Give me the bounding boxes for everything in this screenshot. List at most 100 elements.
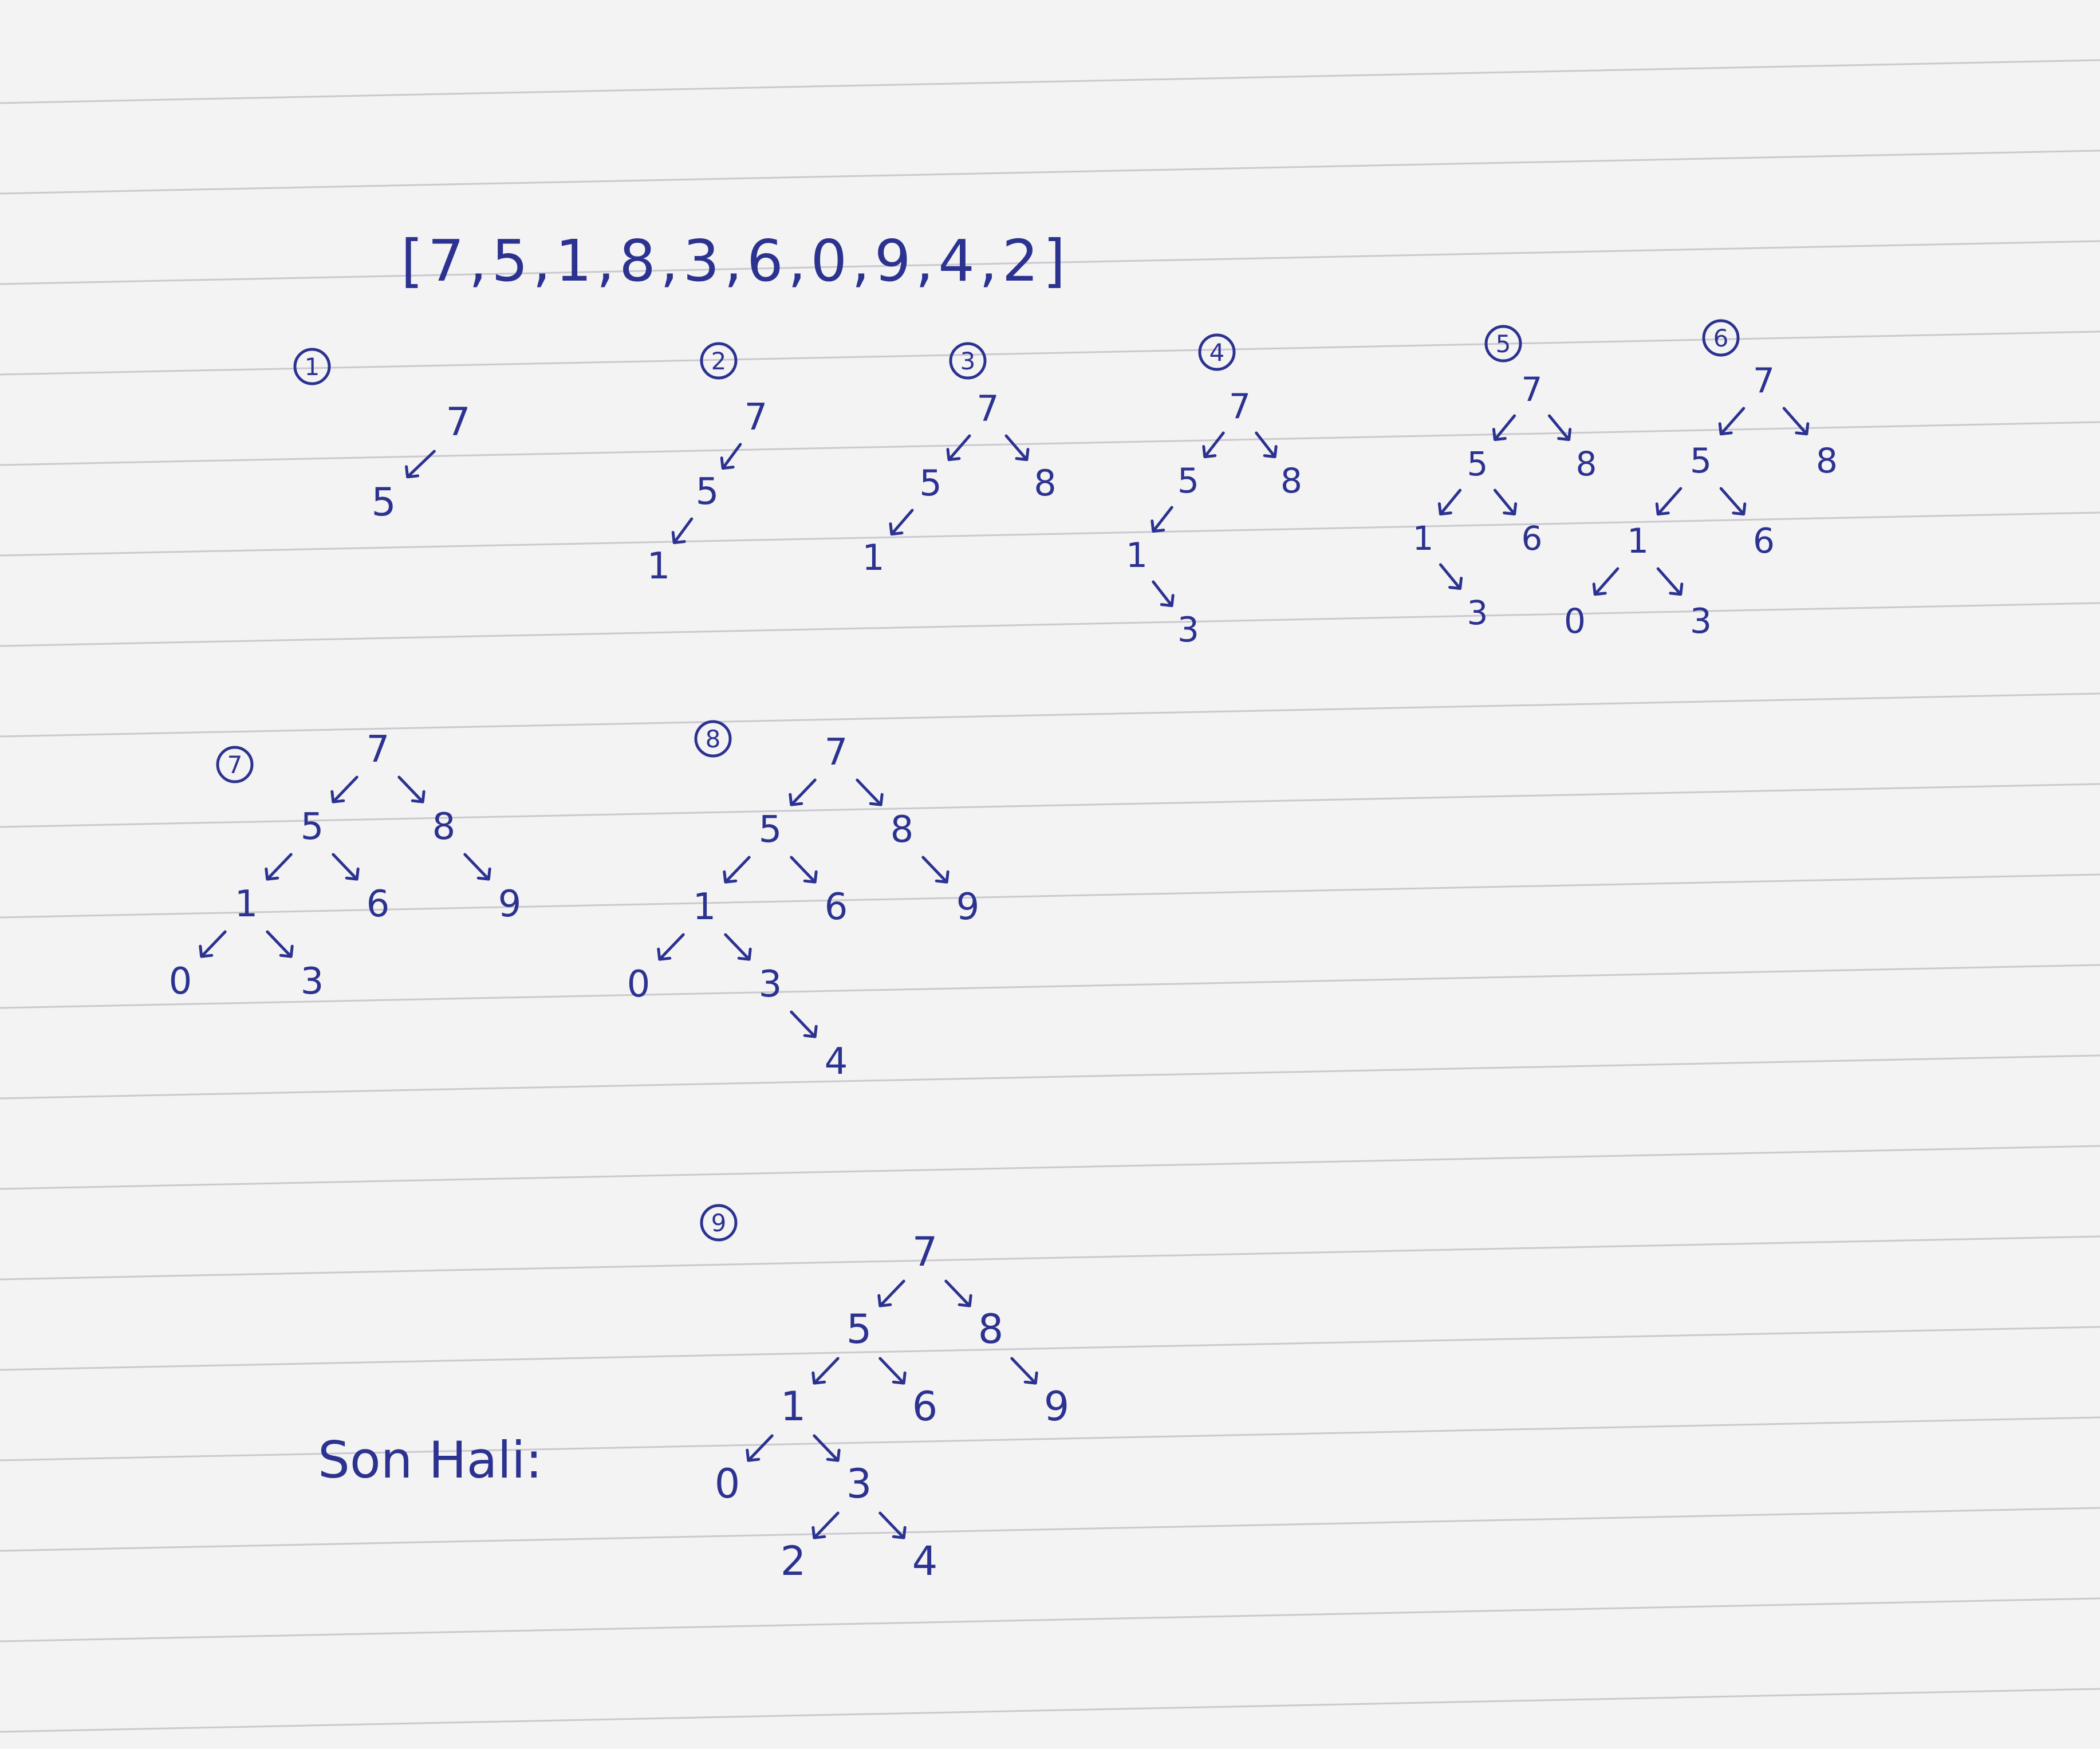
tree-edge-arrow	[1547, 414, 1572, 442]
tree-edge-arrow	[265, 853, 293, 881]
tree-edge-arrow	[1202, 431, 1225, 459]
ruled-line	[0, 602, 2100, 647]
step-number-circle	[293, 348, 331, 385]
tree-node: 6	[367, 883, 390, 925]
tree-node: 7	[744, 396, 768, 439]
tree-node: 5	[1177, 461, 1199, 501]
tree-node: 7	[1229, 387, 1251, 427]
tree-node: 2	[781, 1538, 806, 1585]
ruled-line	[0, 330, 2100, 376]
step-number-circle	[949, 342, 987, 380]
step-number: 8	[706, 725, 721, 753]
ruled-line	[0, 1507, 2100, 1552]
tree-edge-arrow	[405, 450, 436, 479]
tree-node: 8	[1281, 461, 1302, 501]
step-number: 6	[1713, 324, 1729, 352]
tree-edge-arrow	[332, 853, 360, 881]
ruled-line	[0, 1326, 2100, 1371]
tree-node: 8	[1034, 462, 1056, 504]
tree-node: 0	[169, 960, 192, 1003]
tree-node: 5	[696, 471, 719, 513]
final-state-label: Son Hali:	[318, 1431, 542, 1490]
tree-node: 5	[759, 809, 782, 851]
tree-node: 7	[446, 400, 470, 445]
tree-node: 6	[825, 886, 848, 928]
tree-node: 5	[371, 480, 396, 525]
tree-edge-arrow	[199, 930, 227, 958]
ruled-line	[0, 1597, 2100, 1642]
tree-node: 1	[647, 545, 671, 588]
tree-edge-arrow	[1152, 580, 1175, 608]
tree-edge-arrow	[266, 930, 294, 958]
tree-edge-arrow	[1655, 487, 1683, 516]
ruled-line	[0, 783, 2100, 828]
tree-edge-arrow	[921, 856, 949, 884]
tree-edge-arrow	[724, 933, 752, 961]
tree-node: 8	[891, 809, 914, 851]
tree-edge-arrow	[463, 853, 491, 881]
step-number: 1	[305, 353, 320, 381]
tree-node: 3	[1467, 593, 1488, 632]
tree-edge-arrow	[1010, 1357, 1038, 1385]
tree-node: 9	[1044, 1383, 1070, 1430]
tree-edge-arrow	[1656, 567, 1684, 596]
tree-node: 3	[846, 1460, 872, 1507]
tree-node: 4	[912, 1538, 938, 1585]
tree-edge-arrow	[789, 778, 817, 806]
tree-edge-arrow	[1719, 487, 1747, 516]
tree-edge-arrow	[944, 1279, 972, 1307]
tree-edge-arrow	[811, 1357, 840, 1385]
tree-edge-arrow	[1718, 407, 1746, 436]
tree-node: 7	[367, 728, 390, 771]
tree-node: 5	[1467, 444, 1488, 483]
tree-node: 6	[1522, 519, 1543, 558]
tree-step: 1 7 5	[293, 348, 471, 525]
tree-edge-arrow	[946, 434, 971, 462]
tree-edge-arrow	[790, 1010, 818, 1038]
tree-node: 7	[825, 731, 848, 774]
tree-node: 7	[976, 388, 999, 430]
tree-node: 0	[715, 1460, 740, 1507]
tree-node: 5	[301, 806, 324, 848]
tree-node: 1	[862, 537, 884, 578]
tree-edge-arrow	[657, 933, 685, 961]
tree-edge-arrow	[746, 1434, 774, 1462]
tree-edge-arrow	[1255, 431, 1278, 459]
tree-node: 1	[235, 883, 258, 925]
tree-node: 0	[627, 963, 651, 1006]
step-number: 4	[1209, 338, 1225, 367]
tree-node: 3	[759, 963, 782, 1006]
tree-node: 1	[693, 886, 716, 928]
tree-node: 7	[1753, 361, 1775, 401]
step-number: 9	[711, 1209, 727, 1237]
ruled-line	[0, 59, 2100, 104]
tree-edge-arrow	[1592, 567, 1620, 596]
tree-edge-arrow	[1782, 407, 1810, 436]
step-number-circle	[1702, 319, 1740, 357]
tree-node: 5	[1690, 441, 1712, 481]
step-number: 2	[711, 347, 727, 375]
ruled-line	[0, 149, 2100, 195]
tree-node: 1	[1413, 519, 1434, 558]
ruled-line	[0, 1054, 2100, 1100]
tree-edge-arrow	[671, 517, 694, 545]
tree-edge-arrow	[1492, 414, 1516, 442]
tree-node: 3	[1177, 610, 1199, 650]
tree-edge-arrow	[878, 1357, 907, 1385]
tree-node: 8	[1576, 444, 1597, 483]
tree-node: 4	[825, 1041, 848, 1083]
ruled-line	[0, 421, 2100, 466]
step-number-circle	[216, 746, 254, 783]
tree-edge-arrow	[330, 775, 358, 803]
ruled-line	[0, 692, 2100, 738]
ruled-line	[0, 511, 2100, 557]
tree-edge-arrow	[1004, 434, 1030, 462]
step-number: 7	[227, 751, 243, 779]
